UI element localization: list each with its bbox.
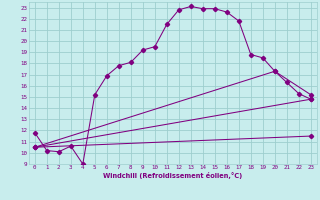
X-axis label: Windchill (Refroidissement éolien,°C): Windchill (Refroidissement éolien,°C) [103,172,243,179]
